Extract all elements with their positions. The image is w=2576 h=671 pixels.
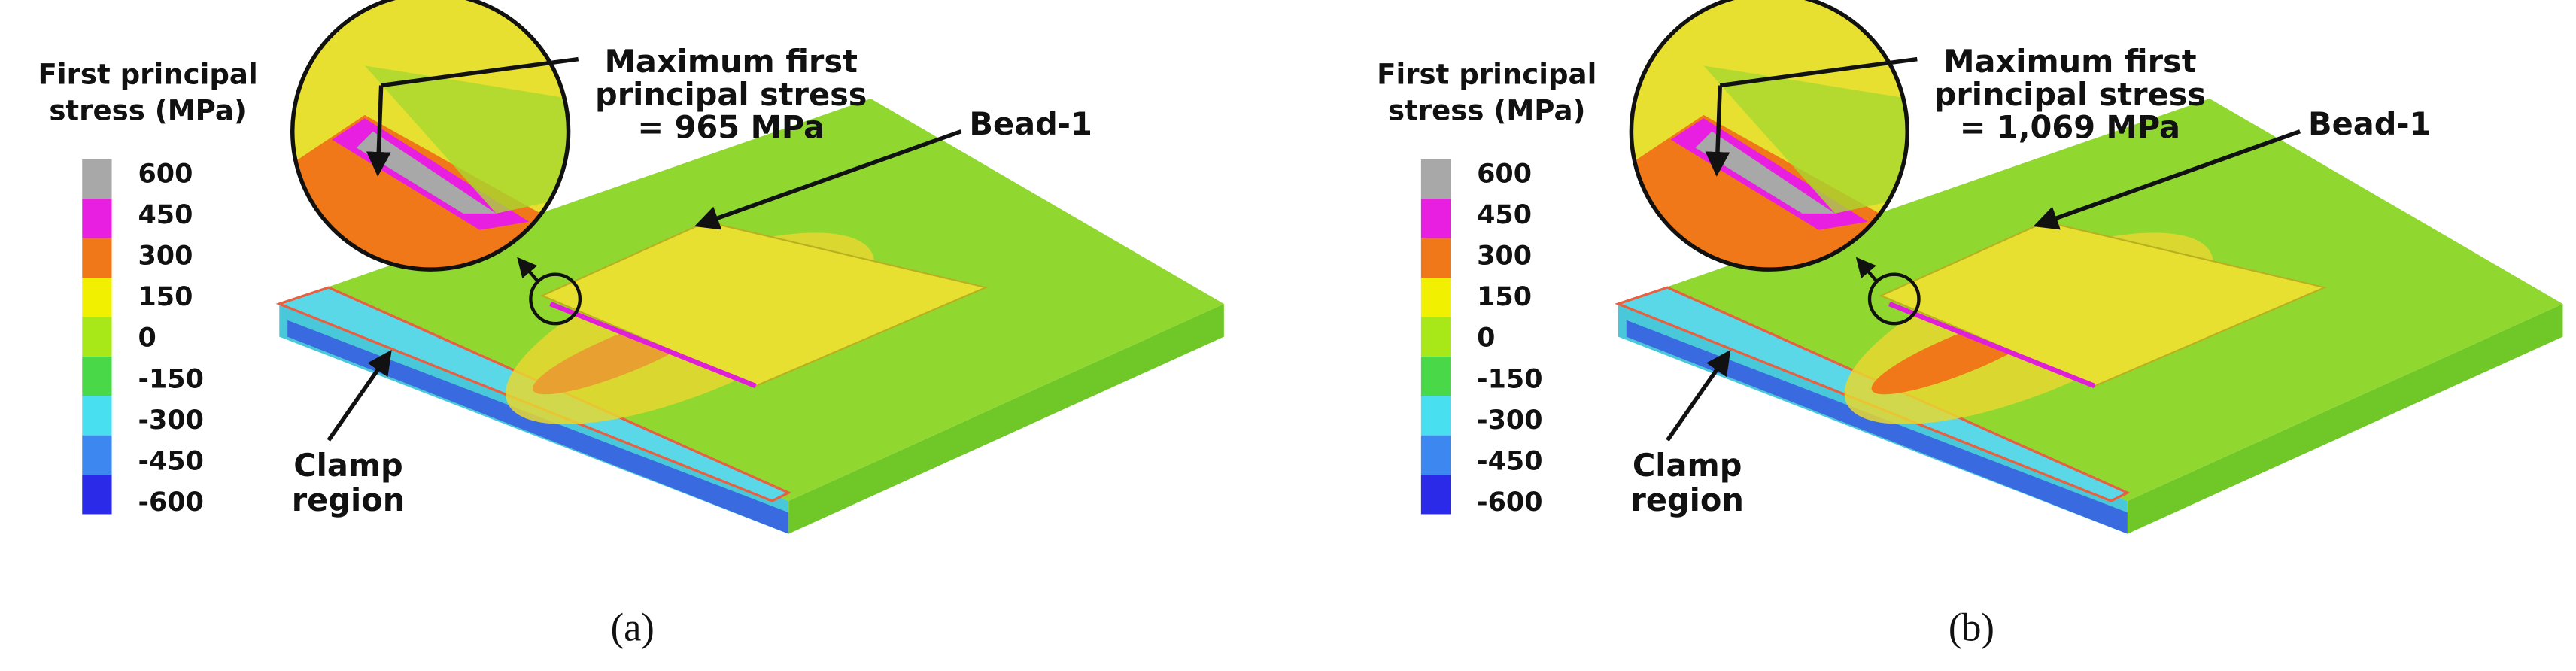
- legend-swatch: [1420, 435, 1451, 475]
- legend-swatch: [82, 159, 112, 199]
- clamp-arrow: [327, 349, 392, 442]
- legend-label: -450: [1477, 447, 1542, 477]
- max-stress-label: Maximum first: [605, 43, 858, 80]
- magnifier-rim: [1629, 0, 1909, 272]
- legend-label: -450: [138, 447, 203, 477]
- caption: (a): [611, 606, 655, 650]
- max-stress-label: principal stress: [595, 76, 867, 113]
- bead-label: Bead-1: [2308, 105, 2431, 142]
- legend-label: 300: [1477, 241, 1532, 272]
- bead-label: Bead-1: [969, 105, 1092, 142]
- bead-arrow: [2033, 129, 2301, 230]
- legend-label: -150: [1477, 364, 1542, 394]
- legend-swatch: [1420, 356, 1451, 396]
- max-stress-label: = 1,069 MPa: [1960, 108, 2180, 145]
- bead-arrow: [694, 129, 962, 230]
- clamp-label: Clamp: [293, 447, 403, 484]
- legend-swatch: [82, 238, 112, 278]
- legend-title: First principal: [38, 58, 257, 90]
- legend-swatch: [1420, 238, 1451, 278]
- legend-swatch: [1420, 475, 1451, 515]
- small-circle: [1867, 272, 1921, 326]
- legend-title: stress (MPa): [1388, 94, 1585, 126]
- legend-label: 600: [1477, 159, 1532, 189]
- legend-label: -150: [138, 364, 203, 394]
- legend-swatch: [82, 435, 112, 475]
- plate-side-right: [2127, 303, 2563, 534]
- legend-label: 0: [1477, 323, 1495, 354]
- magnified-view: [290, 0, 571, 272]
- max-stress-label: principal stress: [1934, 76, 2206, 113]
- legend-swatch: [82, 356, 112, 396]
- legend-label: -600: [138, 487, 203, 518]
- bead-edge: [549, 301, 757, 389]
- legend-label: 450: [138, 200, 193, 230]
- clamp-blue: [287, 320, 789, 534]
- bead-edge: [1888, 301, 2096, 389]
- magnifier-rim: [290, 0, 571, 272]
- clamp-label: Clamp: [1633, 447, 1742, 484]
- legend-title: First principal: [1377, 58, 1596, 90]
- plate-side-right: [788, 303, 1224, 534]
- max-stress-label: = 965 MPa: [637, 108, 825, 145]
- caption: (b): [1949, 606, 1994, 650]
- legend-swatch: [82, 317, 112, 357]
- panel: First principal stress (MPa) 600 450 300 150 0…: [1377, 0, 2563, 650]
- legend-swatch: [82, 396, 112, 436]
- legend-swatch: [1420, 317, 1451, 357]
- max-stress-arrow: [1719, 56, 1918, 88]
- legend-swatch: [1420, 199, 1451, 238]
- magnified-view: [1629, 0, 1909, 272]
- legend-label: -300: [1477, 405, 1542, 436]
- legend-label: 150: [1477, 282, 1532, 312]
- clamp-arrow: [1666, 349, 1731, 442]
- legend-swatch: [82, 278, 112, 317]
- mag-bead: [364, 65, 569, 214]
- mag-bead: [1703, 65, 1908, 214]
- legend-label: 0: [138, 323, 156, 354]
- legend-title: stress (MPa): [49, 94, 246, 126]
- legend-label: -300: [138, 405, 203, 436]
- mag-gray: [1695, 131, 1836, 214]
- legend-swatch: [1420, 396, 1451, 436]
- legend-swatch: [82, 475, 112, 515]
- magnifier-arrow: [1855, 257, 1879, 284]
- panel: First principal stress (MPa) 600 450 300 150 0…: [38, 0, 1224, 650]
- legend-label: 450: [1477, 200, 1532, 230]
- magnified-content: [1631, 0, 1908, 270]
- legend-label: -600: [1477, 487, 1542, 518]
- legend-swatch: [82, 199, 112, 238]
- legend-swatch: [1420, 278, 1451, 317]
- legend-label: 150: [138, 282, 193, 312]
- clamp-blue: [1626, 320, 2128, 534]
- max-stress-arrow: [381, 56, 579, 88]
- mag-gray: [356, 131, 497, 214]
- legend-label: 600: [138, 159, 193, 189]
- max-stress-arrow-down: [366, 85, 391, 177]
- clamp-label: region: [1630, 481, 1743, 518]
- magnifier-arrow: [517, 257, 540, 284]
- magnified-content: [292, 0, 569, 270]
- max-stress-arrow-down: [1705, 85, 1730, 177]
- legend-label: 300: [138, 241, 193, 272]
- small-circle: [529, 272, 582, 326]
- clamp-label: region: [292, 481, 406, 518]
- max-stress-label: Maximum first: [1943, 43, 2196, 80]
- legend-swatch: [1420, 159, 1451, 199]
